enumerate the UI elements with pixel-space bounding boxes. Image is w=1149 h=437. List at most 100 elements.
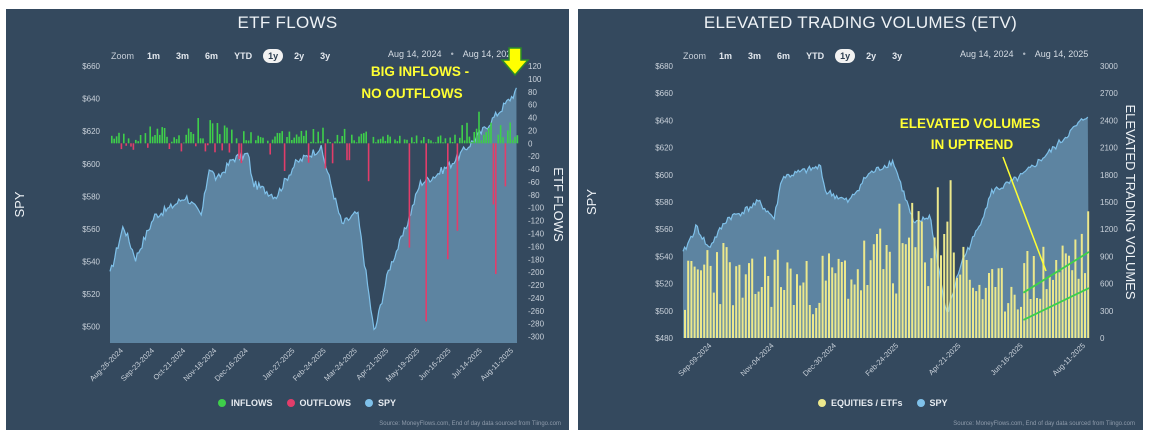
zoom-3m-button[interactable]: 3m bbox=[176, 51, 190, 61]
outflow-bar bbox=[214, 143, 216, 153]
inflow-bar bbox=[257, 135, 259, 144]
volume-bar bbox=[690, 261, 693, 338]
spy-area bbox=[683, 117, 1089, 338]
volume-bar bbox=[709, 265, 712, 338]
inflow-bar bbox=[343, 128, 346, 144]
inflow-bar bbox=[487, 128, 490, 144]
volume-bar bbox=[1016, 309, 1019, 338]
zoom-1y-button[interactable]: 1y bbox=[263, 49, 284, 63]
volume-bar bbox=[930, 258, 933, 338]
y2-tick-label: 2400 bbox=[1100, 116, 1118, 125]
volume-bar bbox=[808, 305, 811, 338]
volume-bar bbox=[1029, 299, 1032, 338]
legend-spy[interactable]: SPY bbox=[365, 398, 396, 408]
inflow-bar bbox=[451, 142, 454, 144]
down-arrow-icon bbox=[500, 47, 530, 77]
y2-tick-label: -80 bbox=[528, 191, 540, 200]
zoom-3y-button[interactable]: 3y bbox=[320, 51, 331, 61]
legend-equities-etfs[interactable]: EQUITIES / ETFs bbox=[818, 398, 903, 408]
volume-bar bbox=[1010, 286, 1013, 338]
outflow-bar bbox=[346, 143, 348, 161]
outflow-bar bbox=[221, 143, 223, 151]
range-from-input[interactable]: Aug 14, 2024 bbox=[960, 49, 1014, 59]
zoom-2y-button[interactable]: 2y bbox=[866, 51, 877, 61]
spy-area bbox=[110, 87, 517, 343]
inflow-bar bbox=[334, 141, 336, 144]
inflow-bar bbox=[365, 131, 367, 144]
legend-outflows[interactable]: OUTFLOWS bbox=[286, 398, 351, 408]
legend-spy[interactable]: SPY bbox=[916, 398, 948, 408]
volume-bar bbox=[943, 234, 946, 338]
inflow-bar bbox=[360, 133, 363, 144]
y-tick-label: $680 bbox=[655, 62, 673, 71]
volume-bar bbox=[895, 293, 898, 338]
volume-bar bbox=[879, 228, 882, 338]
inflow-bar bbox=[245, 140, 247, 144]
y-tick-label: $620 bbox=[82, 127, 100, 136]
inflow-bar bbox=[471, 141, 473, 144]
chart-title: ETF FLOWS bbox=[237, 13, 338, 32]
inflow-bar bbox=[211, 123, 214, 144]
volume-bar bbox=[748, 263, 750, 338]
legend-inflows[interactable]: INFLOWS bbox=[218, 398, 273, 408]
outflow-bar bbox=[204, 143, 207, 152]
outflow-bar bbox=[283, 143, 286, 171]
zoom-3m-button[interactable]: 3m bbox=[748, 51, 762, 61]
zoom-6m-button[interactable]: 6m bbox=[205, 51, 219, 61]
y2-tick-label: 100 bbox=[528, 75, 542, 84]
volume-bar bbox=[911, 202, 914, 338]
zoom-label: Zoom bbox=[111, 51, 135, 61]
inflow-bar bbox=[137, 141, 139, 144]
zoom-ytd-button[interactable]: YTD bbox=[234, 51, 253, 61]
range-to-input[interactable]: Aug 14, 2025 bbox=[462, 49, 517, 59]
inflow-bar bbox=[449, 137, 451, 144]
range-from-input[interactable]: Aug 14, 2024 bbox=[388, 49, 442, 59]
zoom-6m-button[interactable]: 6m bbox=[777, 51, 791, 61]
inflow-bar bbox=[461, 125, 463, 144]
inflow-bar bbox=[430, 140, 432, 144]
inflow-bar bbox=[223, 125, 226, 144]
inflow-bar bbox=[139, 135, 142, 144]
volume-bar bbox=[1023, 263, 1026, 338]
y2-tick-label: -300 bbox=[528, 333, 545, 342]
inflow-bar bbox=[358, 136, 360, 144]
volume-bar bbox=[917, 211, 920, 338]
volume-bar bbox=[975, 291, 978, 338]
volume-bar bbox=[716, 252, 718, 338]
y2-tick-label: -220 bbox=[528, 281, 545, 290]
inflow-bar bbox=[267, 140, 269, 144]
volume-bar bbox=[684, 309, 686, 338]
y2-tick-label: 1200 bbox=[1100, 225, 1118, 234]
inflow-bar bbox=[235, 138, 238, 144]
y-tick-label: $520 bbox=[655, 280, 673, 289]
outflow-bar bbox=[168, 143, 171, 149]
y2-tick-label: -200 bbox=[528, 268, 545, 277]
zoom-2y-button[interactable]: 2y bbox=[294, 51, 305, 61]
zoom-bar: Zoom 1m 3m 6m YTD 1y 2y 3y bbox=[111, 49, 341, 63]
volume-bar bbox=[802, 282, 805, 338]
inflow-bar bbox=[295, 134, 298, 144]
inflow-bar bbox=[377, 139, 379, 144]
inflow-bar bbox=[399, 135, 401, 144]
inflow-bar bbox=[427, 139, 430, 144]
inflow-bar bbox=[305, 130, 307, 144]
range-to-input[interactable]: Aug 14, 2025 bbox=[1034, 49, 1089, 59]
y2-tick-label: 1800 bbox=[1100, 171, 1118, 180]
inflow-bar bbox=[442, 142, 444, 144]
volume-bar bbox=[940, 255, 942, 338]
inflow-bar bbox=[339, 141, 341, 144]
y2-tick-label: -160 bbox=[528, 242, 545, 251]
zoom-ytd-button[interactable]: YTD bbox=[806, 51, 825, 61]
inflow-bar bbox=[281, 131, 283, 144]
y-tick-label: $500 bbox=[82, 323, 100, 332]
zoom-1m-button[interactable]: 1m bbox=[719, 51, 733, 61]
zoom-1y-button[interactable]: 1y bbox=[835, 49, 856, 63]
volume-bar bbox=[751, 258, 754, 338]
inflow-bar bbox=[300, 130, 303, 144]
volume-bar bbox=[776, 249, 779, 338]
outflows-swatch bbox=[286, 399, 295, 407]
zoom-1m-button[interactable]: 1m bbox=[147, 51, 161, 61]
outflow-bar bbox=[331, 143, 334, 164]
zoom-3y-button[interactable]: 3y bbox=[892, 51, 903, 61]
inflow-bar bbox=[459, 137, 461, 144]
